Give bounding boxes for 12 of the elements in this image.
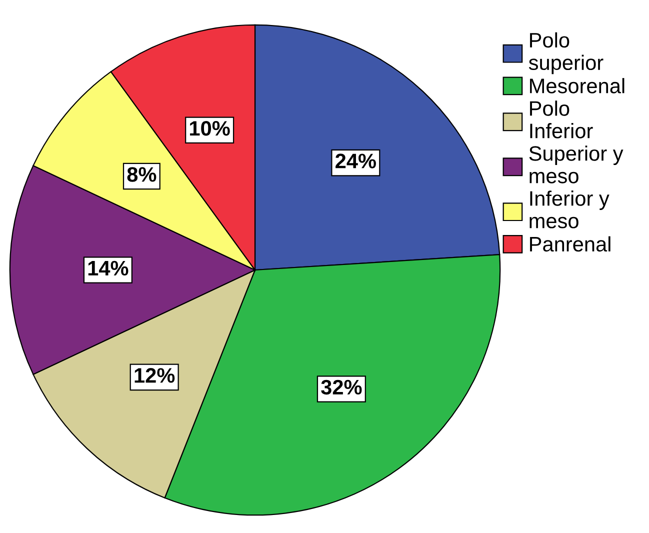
data-label: 10% xyxy=(190,120,230,136)
legend-label: Inferior y meso xyxy=(530,190,610,228)
data-label: 8% xyxy=(127,167,156,182)
data-label: 14% xyxy=(88,260,128,276)
legend-label: Mesorenal xyxy=(530,78,624,94)
legend-label: Panrenal xyxy=(530,236,610,252)
data-label: 12% xyxy=(134,368,175,383)
data-label: 32% xyxy=(321,380,362,395)
data-label: 24% xyxy=(336,154,376,168)
legend-label: Polo superior xyxy=(528,32,604,74)
legend-label: Polo Inferior xyxy=(530,100,593,138)
legend-label: Superior y meso xyxy=(529,146,624,184)
